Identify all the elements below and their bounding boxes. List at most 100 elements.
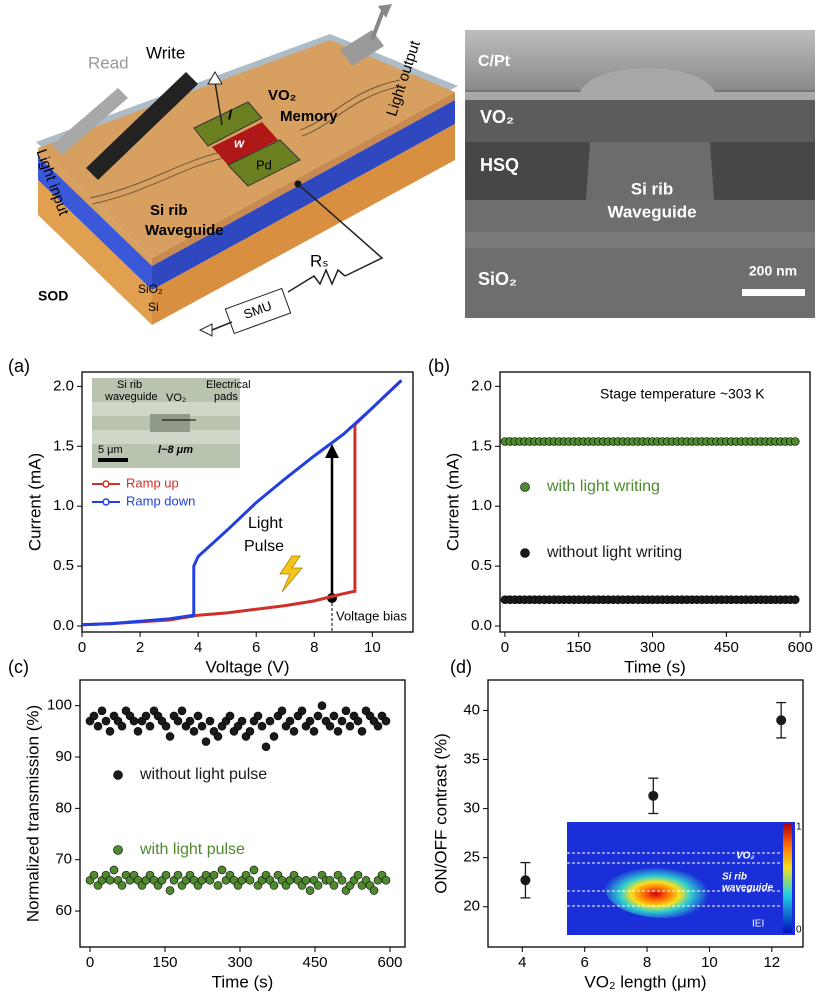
inset-micrograph: Si rib waveguide VO₂ Electrical pads 5 μ… xyxy=(92,378,251,468)
mode-profile xyxy=(605,858,725,918)
annotation: Light xyxy=(248,515,283,532)
y-tick-label: 0.0 xyxy=(53,617,74,634)
data-point xyxy=(186,717,194,725)
data-point xyxy=(110,866,118,874)
y-axis-title: Current (mA) xyxy=(25,453,44,551)
data-point xyxy=(226,712,234,720)
data-point xyxy=(314,712,322,720)
data-point xyxy=(374,722,382,730)
inset-label: pads xyxy=(214,391,238,403)
y-tick-label: 2.0 xyxy=(471,377,492,394)
data-point xyxy=(776,715,786,725)
y-tick-label: 0.5 xyxy=(53,557,74,574)
colorbar xyxy=(783,824,792,933)
y-tick-label: 40 xyxy=(463,701,480,718)
data-point xyxy=(310,727,318,735)
data-point xyxy=(198,722,206,730)
data-point xyxy=(142,712,150,720)
x-tick-label: 6 xyxy=(581,954,589,971)
data-point xyxy=(330,881,338,889)
label: VO₂ xyxy=(480,107,514,127)
output-arrow xyxy=(372,8,384,40)
y-tick-label: 1.0 xyxy=(53,497,74,514)
data-point xyxy=(250,866,258,874)
data-point xyxy=(94,722,102,730)
x-tick-label: 4 xyxy=(194,639,202,656)
panel-label: (c) xyxy=(8,657,29,677)
data-point xyxy=(520,875,530,885)
vo2-layer xyxy=(465,100,815,142)
pad-band xyxy=(92,402,240,416)
legend-marker xyxy=(114,846,123,855)
label: 200 nm xyxy=(749,263,797,279)
y-tick-label: 90 xyxy=(55,748,72,765)
data-point xyxy=(166,887,174,895)
data-point xyxy=(246,727,254,735)
inset-label: VO₂ xyxy=(736,851,754,862)
data-point xyxy=(791,596,799,604)
x-axis-title: Voltage (V) xyxy=(205,657,289,676)
data-point xyxy=(354,871,362,879)
label: HSQ xyxy=(480,155,519,175)
data-point xyxy=(354,717,362,725)
y-tick-label: 1.5 xyxy=(53,437,74,454)
scale-bar xyxy=(98,458,128,462)
data-point xyxy=(791,437,799,445)
legend-marker xyxy=(521,483,530,492)
data-point xyxy=(286,717,294,725)
data-point xyxy=(102,717,110,725)
annotation: Voltage bias xyxy=(336,608,407,623)
data-point xyxy=(648,791,658,801)
legend-label: Ramp down xyxy=(126,493,195,508)
x-tick-label: 450 xyxy=(714,639,739,656)
y-tick-label: 60 xyxy=(55,902,72,919)
data-point xyxy=(254,712,262,720)
data-point xyxy=(98,707,106,715)
data-point xyxy=(298,707,306,715)
inset-field-map: VO₂ Si rib waveguide IEI 1 0 xyxy=(567,822,802,936)
x-tick-label: 0 xyxy=(501,639,509,656)
data-point xyxy=(178,707,186,715)
device-schematic: Read Write Light input VO₂ Memory Light … xyxy=(33,4,458,336)
data-point xyxy=(90,712,98,720)
label: Read xyxy=(88,53,129,72)
data-point xyxy=(358,727,366,735)
data-point xyxy=(238,717,246,725)
data-point xyxy=(106,727,114,735)
legend-label: with light pulse xyxy=(139,841,245,858)
label: Waveguide xyxy=(607,202,696,221)
legend-label: Ramp up xyxy=(126,475,179,490)
y-axis-title: ON/OFF contrast (%) xyxy=(431,733,450,894)
data-point xyxy=(194,712,202,720)
legend-marker xyxy=(521,549,530,558)
x-tick-label: 600 xyxy=(788,639,813,656)
data-point xyxy=(166,732,174,740)
x-tick-label: 2 xyxy=(136,639,144,656)
label: w xyxy=(234,135,245,150)
figure: Read Write Light input VO₂ Memory Light … xyxy=(0,0,819,993)
label: Pd xyxy=(256,157,272,172)
x-tick-label: 0 xyxy=(86,954,94,971)
inset-label: Si rib xyxy=(722,872,747,883)
data-point xyxy=(214,732,222,740)
data-point xyxy=(270,881,278,889)
x-tick-label: 150 xyxy=(152,954,177,971)
x-tick-label: 150 xyxy=(566,639,591,656)
y-tick-label: 35 xyxy=(463,750,480,767)
data-point xyxy=(190,727,198,735)
data-point xyxy=(314,881,322,889)
scale-bar xyxy=(742,289,805,296)
data-point xyxy=(174,717,182,725)
inset-label: 5 μm xyxy=(98,444,123,456)
lightning xyxy=(280,556,302,592)
data-point xyxy=(162,722,170,730)
data-point xyxy=(334,727,342,735)
inset-label: Electrical xyxy=(206,379,251,391)
label: VO₂ xyxy=(268,87,296,104)
data-point xyxy=(202,738,210,746)
legend-marker xyxy=(114,771,123,780)
data-point xyxy=(118,881,126,889)
data-point xyxy=(206,717,214,725)
label: Write xyxy=(146,43,185,62)
data-point xyxy=(342,707,350,715)
